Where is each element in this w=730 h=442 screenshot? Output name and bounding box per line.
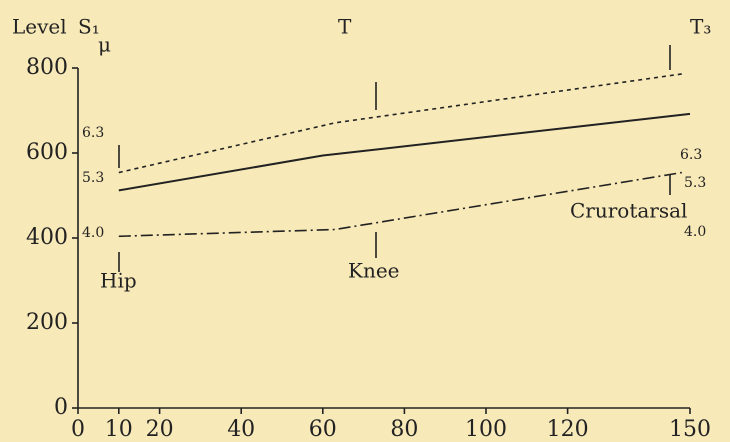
x-tick-label: 40	[227, 417, 255, 442]
x-tick-label: 150	[669, 417, 711, 442]
annotation: 5.3	[82, 170, 104, 186]
line-series	[118, 73, 682, 174]
annotation: 5.3	[684, 175, 706, 191]
annotation: Knee	[348, 259, 400, 283]
annotation: 4.0	[684, 224, 706, 240]
annotation: 4.0	[82, 225, 104, 241]
annotation: μ	[98, 33, 111, 57]
annotation: 6.3	[680, 147, 702, 163]
y-tick-label: 800	[26, 55, 68, 80]
x-tick-label: 100	[465, 417, 507, 442]
x-tick-label: 20	[146, 417, 174, 442]
x-tick-label: 0	[71, 417, 85, 442]
x-tick-label: 80	[390, 417, 418, 442]
x-tick-label: 60	[309, 417, 337, 442]
x-tick-label: 10	[105, 417, 133, 442]
line-series	[118, 171, 682, 238]
y-tick-label: 600	[26, 140, 68, 165]
annotation: Level	[12, 15, 67, 39]
annotation: S₁	[78, 15, 100, 39]
annotation: 6.3	[82, 125, 104, 141]
x-tick-label: 120	[547, 417, 589, 442]
line-series	[118, 112, 691, 192]
annotation: T₃	[690, 15, 711, 39]
annotation: Hip	[100, 269, 137, 293]
annotation: T	[338, 15, 352, 39]
y-tick-label: 400	[26, 225, 68, 250]
annotation: Crurotarsal	[570, 199, 687, 223]
y-tick-label: 0	[54, 395, 68, 420]
y-tick-label: 200	[26, 310, 68, 335]
